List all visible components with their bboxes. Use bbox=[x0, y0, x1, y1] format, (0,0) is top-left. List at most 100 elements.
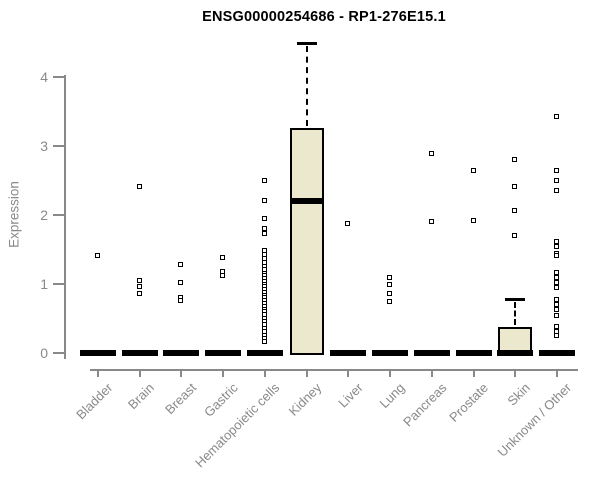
x-tick bbox=[305, 369, 308, 377]
whisker-line bbox=[305, 45, 308, 127]
outlier-point bbox=[554, 296, 559, 302]
outlier-point bbox=[345, 220, 351, 226]
zero-median-bar bbox=[246, 350, 283, 356]
outlier-point bbox=[178, 279, 184, 285]
outlier-point bbox=[136, 183, 142, 189]
x-tick bbox=[138, 369, 141, 377]
outlier-point bbox=[554, 328, 559, 334]
y-tick-label: 3 bbox=[40, 138, 48, 154]
outlier-point bbox=[554, 114, 559, 120]
y-tick bbox=[53, 145, 64, 147]
x-tick-label: Prostate bbox=[446, 380, 492, 425]
x-tick-label: Breast bbox=[161, 380, 200, 418]
x-tick-label: Lung bbox=[376, 380, 408, 412]
zero-median-bar bbox=[80, 350, 116, 356]
zero-median-bar bbox=[163, 350, 200, 356]
y-tick bbox=[53, 76, 64, 78]
whisker-line bbox=[514, 302, 517, 326]
outlier-point bbox=[512, 183, 518, 189]
x-tick bbox=[389, 369, 392, 377]
outlier-point bbox=[136, 283, 142, 289]
outlier-point bbox=[470, 217, 476, 223]
x-tick bbox=[514, 369, 517, 377]
outlier-point bbox=[261, 177, 267, 183]
zero-median-bar bbox=[413, 350, 450, 356]
x-tick bbox=[180, 369, 183, 377]
outlier-point bbox=[554, 313, 559, 319]
zero-median-bar bbox=[455, 350, 492, 356]
outlier-point bbox=[387, 274, 393, 280]
x-tick-label: Bladder bbox=[73, 380, 116, 423]
zero-median-bar bbox=[330, 350, 367, 356]
y-axis-line bbox=[64, 75, 66, 359]
outlier-point bbox=[554, 301, 559, 307]
outlier-point bbox=[512, 233, 518, 239]
outlier-point bbox=[261, 216, 267, 222]
y-axis-label: Expression bbox=[6, 181, 22, 248]
outlier-point bbox=[512, 207, 518, 213]
median-line bbox=[497, 350, 534, 356]
zero-median-bar bbox=[205, 350, 242, 356]
zero-median-bar bbox=[372, 350, 409, 356]
outlier-point bbox=[220, 272, 226, 278]
x-tick bbox=[263, 369, 266, 377]
x-tick bbox=[97, 369, 99, 377]
outlier-point bbox=[261, 338, 267, 344]
outlier-point bbox=[261, 197, 267, 203]
outlier-point bbox=[261, 230, 267, 236]
y-tick bbox=[53, 352, 64, 354]
x-tick-label: Brain bbox=[125, 380, 158, 413]
whisker-cap bbox=[505, 298, 526, 302]
outlier-point bbox=[470, 167, 476, 173]
outlier-point bbox=[387, 298, 393, 304]
outlier-point bbox=[512, 156, 518, 162]
box bbox=[289, 128, 324, 355]
x-tick-label: Skin bbox=[504, 380, 533, 409]
outlier-point bbox=[178, 297, 184, 303]
x-tick-label: Kidney bbox=[285, 380, 325, 419]
outlier-point bbox=[136, 290, 142, 296]
outlier-point bbox=[554, 269, 559, 275]
whisker-cap bbox=[296, 41, 317, 45]
y-tick bbox=[53, 283, 64, 285]
median-line bbox=[289, 198, 324, 205]
outlier-point bbox=[178, 261, 184, 267]
x-tick bbox=[430, 369, 433, 377]
x-tick-label: Unknown / Other bbox=[495, 380, 575, 460]
outlier-point bbox=[554, 177, 559, 183]
x-tick bbox=[347, 369, 350, 377]
zero-median-bar bbox=[539, 350, 575, 356]
outlier-point bbox=[387, 290, 393, 296]
outlier-point bbox=[554, 274, 559, 280]
outlier-point bbox=[554, 280, 559, 286]
x-tick bbox=[556, 369, 558, 377]
y-tick-label: 4 bbox=[40, 69, 48, 85]
zero-median-bar bbox=[121, 350, 158, 356]
y-tick-label: 1 bbox=[40, 276, 48, 292]
x-axis-line bbox=[90, 369, 578, 371]
x-tick bbox=[222, 369, 225, 377]
outlier-point bbox=[387, 281, 393, 287]
x-tick-label: Pancreas bbox=[399, 380, 450, 430]
x-tick-label: Liver bbox=[335, 380, 366, 411]
outlier-point bbox=[554, 307, 559, 313]
outlier-point bbox=[554, 238, 559, 244]
x-tick bbox=[472, 369, 475, 377]
outlier-point bbox=[554, 285, 559, 291]
outlier-point bbox=[554, 333, 559, 339]
y-tick-label: 0 bbox=[40, 345, 48, 361]
outlier-point bbox=[220, 255, 226, 261]
outlier-point bbox=[428, 218, 434, 224]
outlier-point bbox=[554, 253, 559, 259]
chart-title: ENSG00000254686 - RP1-276E15.1 bbox=[202, 9, 446, 25]
outlier-point bbox=[554, 187, 559, 193]
y-tick bbox=[53, 214, 64, 216]
outlier-point bbox=[554, 323, 559, 329]
y-tick-label: 2 bbox=[40, 207, 48, 223]
outlier-point bbox=[136, 277, 142, 283]
outlier-point bbox=[554, 167, 559, 173]
outlier-point bbox=[428, 150, 434, 156]
outlier-point bbox=[554, 243, 559, 249]
outlier-point bbox=[95, 252, 100, 258]
